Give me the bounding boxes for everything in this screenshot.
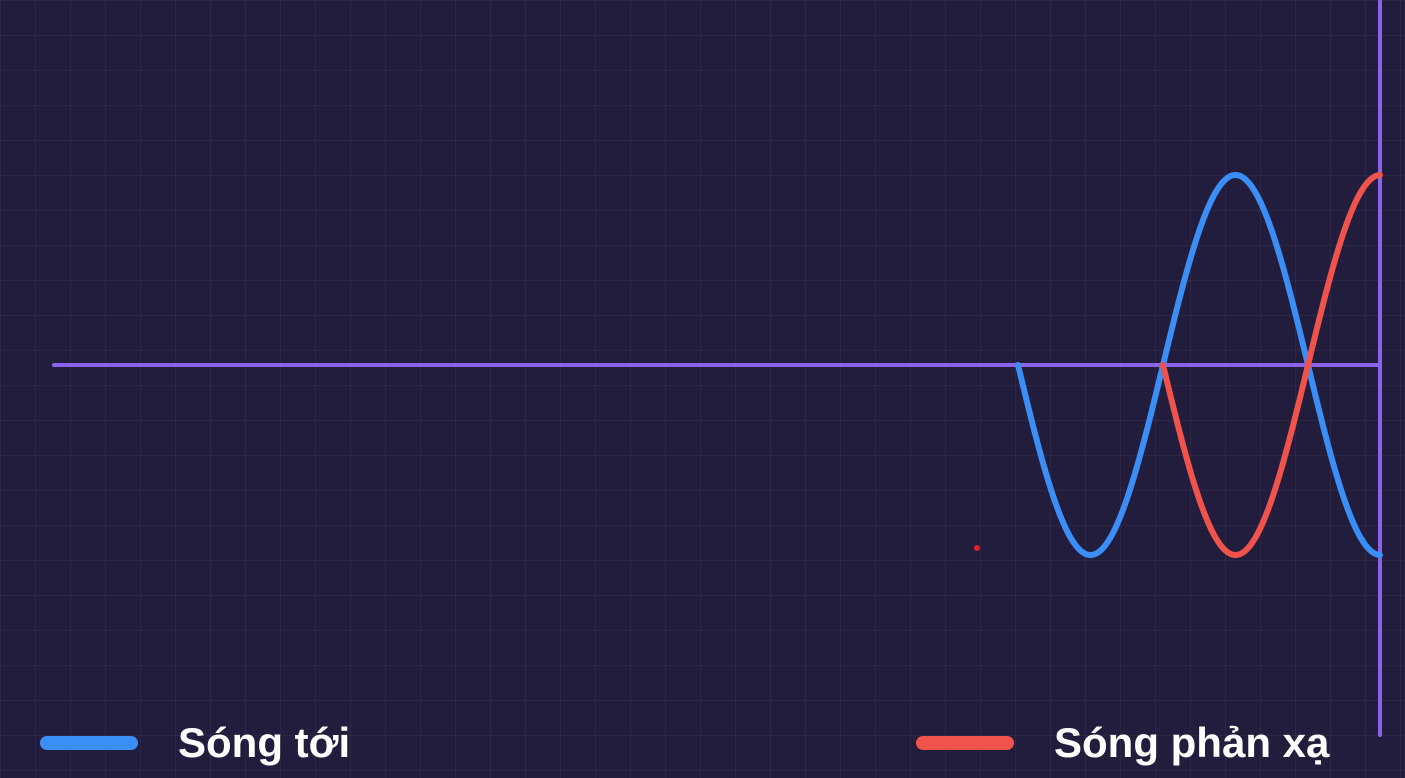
reflected-swatch (916, 736, 1014, 750)
incident-swatch (40, 736, 138, 750)
incident-wave-curve (1015, 172, 1383, 558)
reflected-wave-curve (1160, 172, 1383, 558)
legend-incident: Sóng tới (40, 712, 350, 774)
reflected-label: Sóng phản xạ (1054, 719, 1330, 766)
particle-marker (974, 545, 980, 551)
legend-reflected: Sóng phản xạ (916, 712, 1329, 774)
incident-label: Sóng tới (178, 719, 351, 766)
